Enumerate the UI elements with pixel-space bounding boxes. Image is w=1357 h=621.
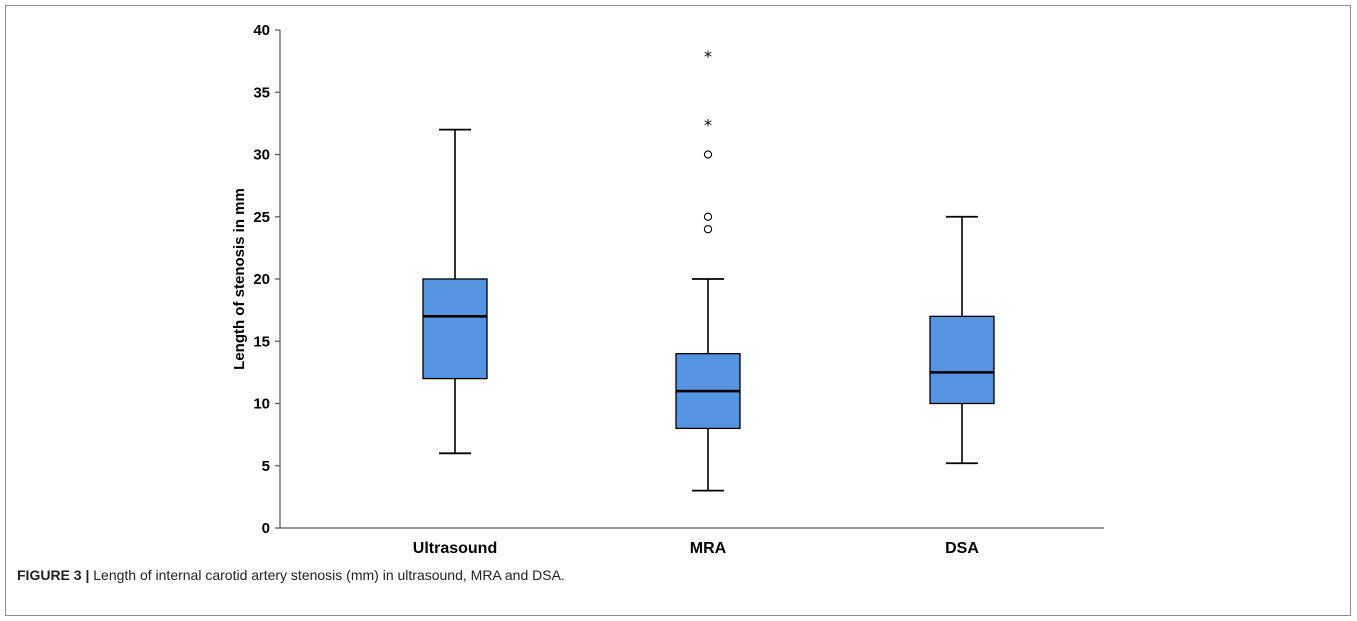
outlier-point [703,212,713,221]
extreme-point: * [704,115,712,134]
x-category-label: MRA [690,540,727,557]
figure-frame [5,5,1351,616]
y-tick-label: 20 [253,271,270,288]
y-tick-label: 10 [253,396,270,413]
iqr-box [422,278,488,380]
y-tick-label: 30 [253,147,270,164]
caption-label: FIGURE 3 | [17,567,90,583]
figure-caption: FIGURE 3 | Length of internal carotid ar… [17,567,565,583]
y-tick-label: 5 [262,458,270,475]
y-axis-title: Length of stenosis in mm [231,188,248,370]
x-category-label: Ultrasound [413,540,497,557]
y-tick-label: 25 [253,209,270,226]
box-group-dsa [929,215,995,465]
x-category-label: DSA [945,540,979,557]
box-group-ultrasound [422,128,488,455]
box-group-mra: ** [675,47,741,492]
y-tick-label: 0 [262,520,270,537]
extreme-point: * [704,47,712,66]
iqr-box [929,315,995,405]
outlier-point [703,150,713,159]
y-tick-label: 40 [253,22,270,39]
outlier-point [703,225,713,234]
y-tick-label: 15 [253,333,270,350]
y-tick-label: 35 [253,84,270,101]
caption-text: Length of internal carotid artery stenos… [89,567,565,583]
